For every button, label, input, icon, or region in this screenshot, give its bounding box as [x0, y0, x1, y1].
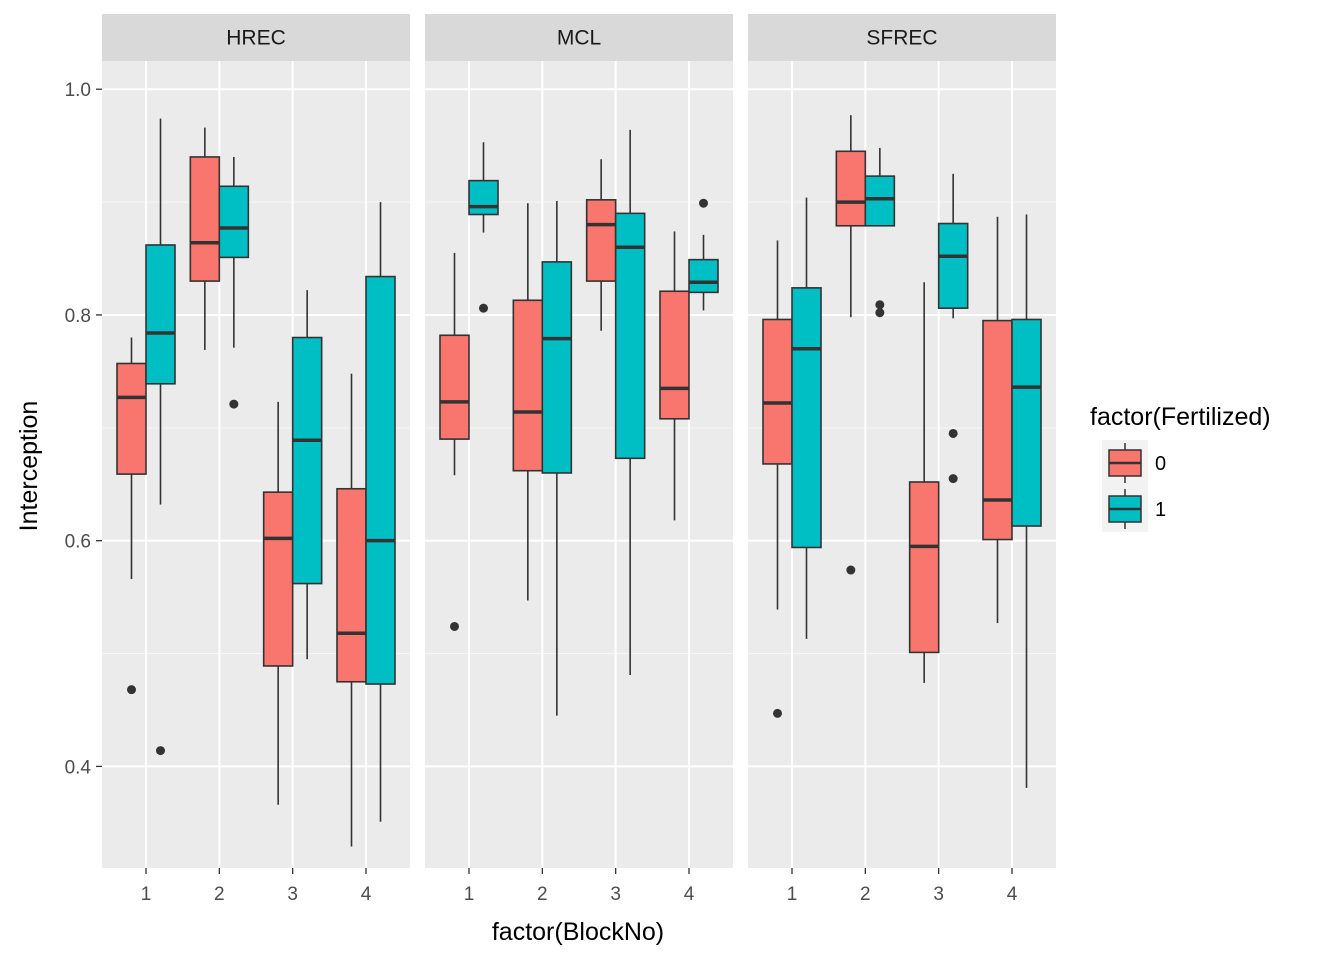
outlier-point — [875, 300, 884, 309]
panel-background — [102, 61, 410, 868]
outlier-point — [846, 566, 855, 575]
x-tick-label: 2 — [860, 884, 871, 905]
legend-items: 01 — [1102, 440, 1166, 532]
box-iqr — [689, 260, 718, 293]
box-iqr — [542, 262, 571, 473]
facet-label: HREC — [226, 27, 286, 50]
box-iqr — [1012, 319, 1041, 526]
box-iqr — [293, 338, 322, 584]
box-iqr — [513, 300, 542, 470]
facet-label: MCL — [557, 27, 601, 50]
box-iqr — [983, 321, 1012, 540]
outlier-point — [127, 685, 136, 694]
legend-label: 1 — [1155, 499, 1166, 521]
x-tick-label: 3 — [287, 884, 298, 905]
outlier-point — [450, 622, 459, 631]
outlier-point — [156, 746, 165, 755]
x-tick-label: 2 — [214, 884, 225, 905]
y-tick-label: 1.0 — [65, 80, 91, 101]
outlier-point — [229, 400, 238, 409]
legend-item-0: 0 — [1102, 440, 1166, 486]
legend: factor(Fertilized) 01 — [1090, 403, 1271, 532]
outlier-point — [699, 199, 708, 208]
x-tick-label: 2 — [537, 884, 548, 905]
box-iqr — [264, 492, 293, 666]
box-iqr — [117, 363, 146, 474]
box-iqr — [865, 176, 894, 226]
y-tick-label: 0.8 — [65, 306, 91, 327]
x-tick-label: 1 — [141, 884, 152, 905]
facet-panels: HREC MCL SFREC — [102, 14, 1056, 868]
x-tick-label: 4 — [1007, 884, 1018, 905]
box-iqr — [792, 288, 821, 548]
box-iqr — [440, 335, 469, 439]
box-iqr — [939, 224, 968, 309]
box-iqr — [763, 319, 792, 463]
outlier-point — [479, 304, 488, 313]
y-tick-label: 0.6 — [65, 532, 91, 553]
legend-title: factor(Fertilized) — [1090, 403, 1271, 431]
box-iqr — [660, 291, 689, 419]
panel-mcl: MCL — [425, 14, 733, 868]
x-tick-label: 4 — [361, 884, 372, 905]
legend-item-1: 1 — [1102, 486, 1166, 532]
y-axis-title: Interception — [15, 401, 43, 532]
x-tick-label: 3 — [610, 884, 621, 905]
box-iqr — [836, 151, 865, 225]
box-iqr — [146, 245, 175, 384]
x-axis: 1 2 3 4 1 2 3 4 1 2 3 4 — [141, 868, 1018, 905]
outlier-point — [949, 429, 958, 438]
legend-label: 0 — [1155, 453, 1166, 475]
x-tick-label: 4 — [684, 884, 695, 905]
box-iqr — [219, 186, 248, 257]
x-tick-label: 1 — [787, 884, 798, 905]
x-tick-label: 3 — [933, 884, 944, 905]
outlier-point — [949, 474, 958, 483]
panel-sfrec: SFREC — [748, 14, 1056, 868]
outlier-point — [773, 709, 782, 718]
x-axis-title: factor(BlockNo) — [492, 918, 664, 946]
panel-hrec: HREC — [102, 14, 410, 868]
box-iqr — [910, 482, 939, 652]
facet-label: SFREC — [866, 27, 937, 50]
x-tick-label: 1 — [464, 884, 475, 905]
box-iqr — [469, 181, 498, 215]
box-iqr — [616, 213, 645, 458]
box-iqr — [587, 200, 616, 281]
outlier-point — [875, 308, 884, 317]
y-tick-label: 0.4 — [65, 757, 92, 778]
box-iqr — [366, 277, 395, 684]
box-iqr — [337, 489, 366, 682]
box-iqr — [190, 157, 219, 281]
y-axis: 0.4 0.6 0.8 1.0 — [65, 80, 102, 778]
